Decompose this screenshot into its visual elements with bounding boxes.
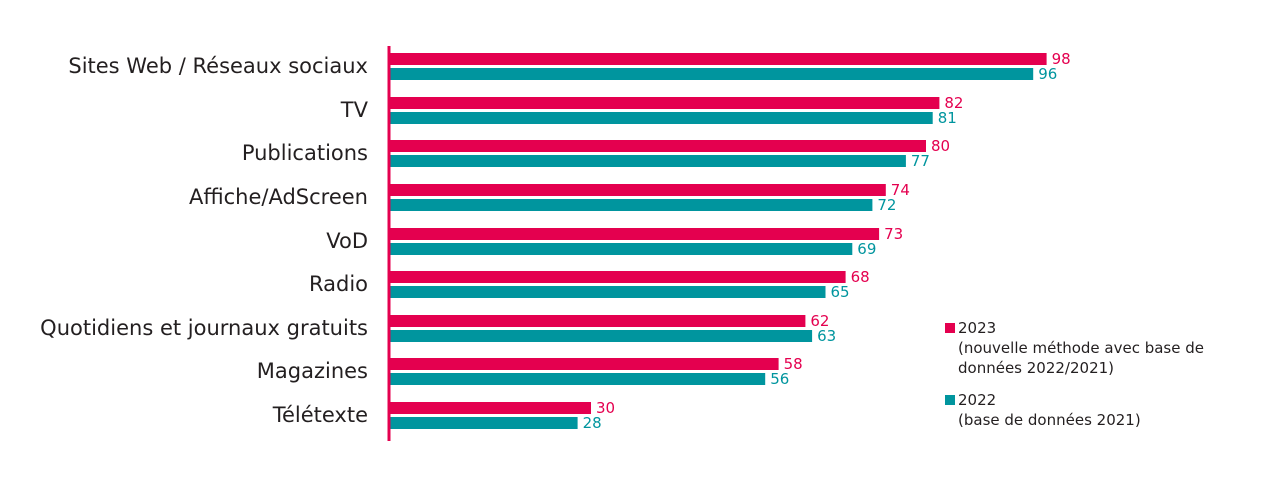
value-label-2022: 63 xyxy=(817,327,836,345)
category-label: Radio xyxy=(309,272,368,296)
bar-2022-cat-0 xyxy=(390,68,1034,80)
legend-sub-2023: (nouvelle méthode avec base de données 2… xyxy=(958,339,1204,377)
bar-2022-cat-1 xyxy=(390,112,933,124)
bar-2023-cat-1 xyxy=(390,97,940,109)
value-label-2023: 68 xyxy=(851,268,870,286)
legend-swatch-2022 xyxy=(945,395,955,405)
category-label: Publications xyxy=(242,141,368,165)
value-label-2022: 77 xyxy=(911,152,930,170)
bar-2022-cat-4 xyxy=(390,243,853,255)
bar-2022-cat-5 xyxy=(390,286,826,298)
category-label: Affiche/AdScreen xyxy=(189,185,368,209)
legend-label-2022: 2022 xyxy=(958,391,997,409)
value-label-2023: 82 xyxy=(944,94,963,112)
value-label-2023: 58 xyxy=(784,355,803,373)
value-label-2022: 81 xyxy=(938,109,957,127)
category-label: TV xyxy=(340,98,369,122)
value-label-2023: 98 xyxy=(1052,50,1071,68)
value-label-2022: 69 xyxy=(857,240,876,258)
bar-2023-cat-6 xyxy=(390,315,806,327)
bar-2022-cat-3 xyxy=(390,199,873,211)
legend: 2023 (nouvelle méthode avec base de donn… xyxy=(945,318,1235,430)
legend-swatch-2023 xyxy=(945,323,955,333)
bar-2022-cat-7 xyxy=(390,373,766,385)
value-label-2023: 80 xyxy=(931,137,950,155)
bar-2023-cat-7 xyxy=(390,358,779,370)
value-label-2022: 65 xyxy=(831,283,850,301)
bar-2023-cat-4 xyxy=(390,228,880,240)
category-label: Quotidiens et journaux gratuits xyxy=(40,316,368,340)
legend-item-2022: 2022 (base de données 2021) xyxy=(945,390,1235,430)
legend-item-2023: 2023 (nouvelle méthode avec base de donn… xyxy=(945,318,1235,378)
bar-2023-cat-2 xyxy=(390,140,926,152)
bar-2023-cat-3 xyxy=(390,184,886,196)
category-label: Télétexte xyxy=(272,403,368,427)
bar-2023-cat-5 xyxy=(390,271,846,283)
value-label-2023: 74 xyxy=(891,181,910,199)
value-label-2023: 62 xyxy=(810,312,829,330)
value-label-2022: 72 xyxy=(877,196,896,214)
bars-group xyxy=(390,53,1047,429)
legend-sub-2022: (base de données 2021) xyxy=(958,411,1141,429)
bar-2022-cat-6 xyxy=(390,330,813,342)
legend-label-2023: 2023 xyxy=(958,319,997,337)
bar-2022-cat-8 xyxy=(390,417,578,429)
bar-2023-cat-8 xyxy=(390,402,591,414)
bar-2022-cat-2 xyxy=(390,155,906,167)
value-label-2022: 56 xyxy=(770,370,789,388)
category-label: Sites Web / Réseaux sociaux xyxy=(68,54,368,78)
value-label-2023: 73 xyxy=(884,225,903,243)
bar-2023-cat-0 xyxy=(390,53,1047,65)
value-label-2023: 30 xyxy=(596,399,615,417)
category-label: Magazines xyxy=(257,359,368,383)
value-label-2022: 96 xyxy=(1038,65,1057,83)
value-label-2022: 28 xyxy=(583,414,602,432)
category-label: VoD xyxy=(326,229,368,253)
